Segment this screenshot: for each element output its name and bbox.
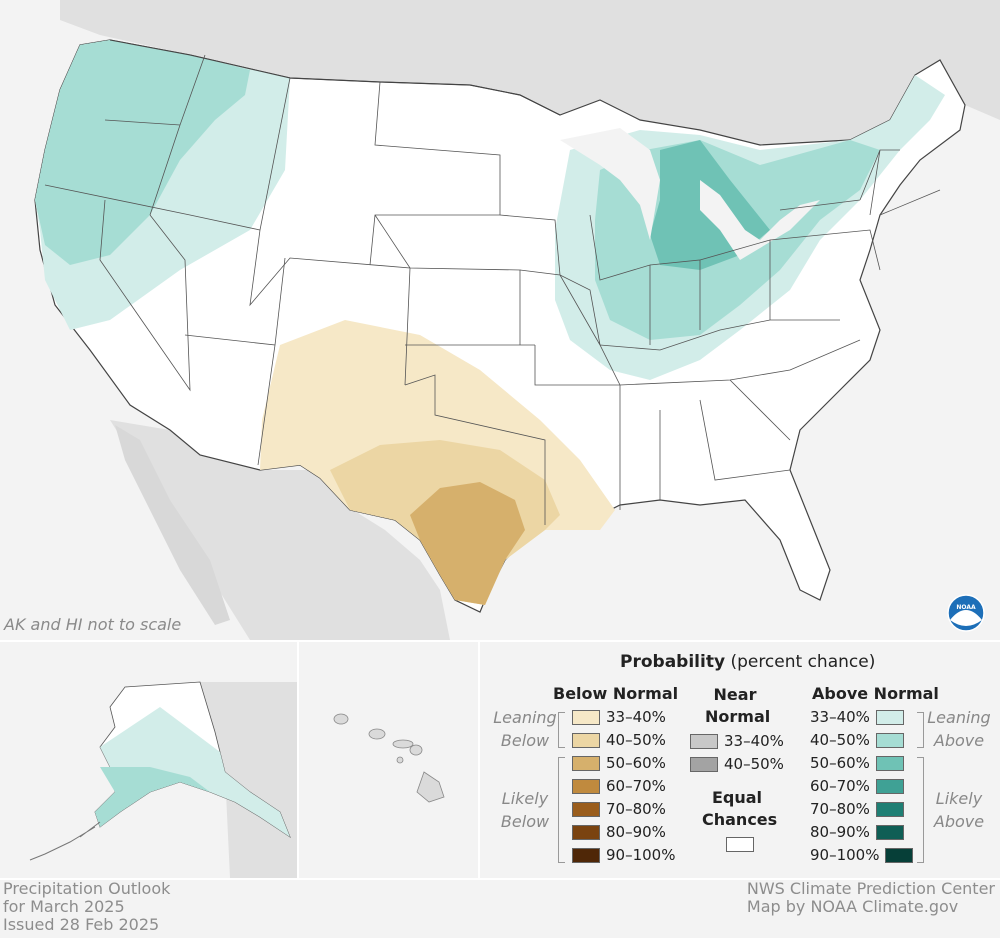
below-swatch-0 xyxy=(572,710,600,725)
above-item-4: 70–80% xyxy=(810,798,904,820)
above-swatch-4 xyxy=(875,802,904,817)
inset-note: AK and HI not to scale xyxy=(4,615,182,634)
above-item-2: 50–60% xyxy=(810,752,904,774)
great-lakes xyxy=(560,128,820,260)
mexico-land xyxy=(110,420,450,640)
near-normal-header: Near Normal xyxy=(705,685,771,726)
below-item-1: 40–50% xyxy=(572,729,666,751)
leaning-below-label: Leaning Below xyxy=(493,708,557,750)
state-borders xyxy=(44,54,941,525)
leaning-above-label: Leaning Above xyxy=(927,708,991,750)
above-normal-header: Above Normal xyxy=(812,684,939,703)
near-item-0: 33–40% xyxy=(690,730,784,752)
legend: Probability (percent chance) Below Norma… xyxy=(480,642,1000,878)
alaska-above-leaning xyxy=(95,707,290,837)
below-label-0: 33–40% xyxy=(606,708,666,726)
near-swatch-1 xyxy=(690,757,718,772)
above-swatch-0 xyxy=(875,710,904,725)
below-swatch-1 xyxy=(572,733,600,748)
baja-land xyxy=(115,425,230,625)
hawaii-inset xyxy=(299,642,480,878)
likely-above-label: Likely Above xyxy=(933,789,985,831)
below-label-1: 40–50% xyxy=(606,731,666,749)
below-normal-header: Below Normal xyxy=(553,684,679,703)
below-item-2: 50–60% xyxy=(572,752,666,774)
below-item-0: 33–40% xyxy=(572,706,666,728)
above-swatch-5 xyxy=(875,825,904,840)
above-item-1: 40–50% xyxy=(810,729,904,751)
footer-outlook-info: Precipitation Outlook for March 2025 Iss… xyxy=(3,879,171,934)
canada-land xyxy=(60,0,1000,145)
near-label-1: 40–50% xyxy=(724,755,784,773)
below-item-5: 80–90% xyxy=(572,821,666,843)
legend-title: Probability (percent chance) xyxy=(620,652,876,672)
above-item-6: 90–100% xyxy=(810,844,914,866)
alaska-above-40 xyxy=(95,767,210,827)
below-swatch-6 xyxy=(572,848,600,863)
conus-map: NOAA xyxy=(34,0,1000,640)
above-label-0: 33–40% xyxy=(810,708,870,726)
noaa-logo-icon: NOAA xyxy=(947,594,985,632)
above-swatch-2 xyxy=(875,756,904,771)
above-label-6: 90–100% xyxy=(810,846,880,864)
below-swatch-4 xyxy=(572,802,600,817)
above-item-5: 80–90% xyxy=(810,821,904,843)
near-swatch-0 xyxy=(690,734,718,749)
above-label-5: 80–90% xyxy=(810,823,870,841)
near-label-0: 33–40% xyxy=(724,732,784,750)
above-swatch-6 xyxy=(885,848,914,863)
svg-text:NOAA: NOAA xyxy=(956,604,976,611)
below-swatch-2 xyxy=(572,756,600,771)
below-item-4: 70–80% xyxy=(572,798,666,820)
above-item-3: 60–70% xyxy=(810,775,904,797)
above-label-1: 40–50% xyxy=(810,731,870,749)
near-item-1: 40–50% xyxy=(690,753,784,775)
above-swatch-1 xyxy=(875,733,904,748)
above-item-0: 33–40% xyxy=(810,706,904,728)
footer-credits: NWS Climate Prediction Center Map by NOA… xyxy=(746,879,995,916)
below-50 xyxy=(410,482,525,605)
equal-chances-header: Equal Chances xyxy=(702,788,778,829)
below-label-6: 90–100% xyxy=(606,846,676,864)
above-40-west xyxy=(35,40,250,265)
below-swatch-3 xyxy=(572,779,600,794)
above-label-4: 70–80% xyxy=(810,800,870,818)
hawaii-islands xyxy=(333,713,445,803)
below-item-3: 60–70% xyxy=(572,775,666,797)
below-label-2: 50–60% xyxy=(606,754,666,772)
below-label-5: 80–90% xyxy=(606,823,666,841)
below-label-3: 60–70% xyxy=(606,777,666,795)
likely-below-label: Likely Below xyxy=(500,789,550,831)
above-label-2: 50–60% xyxy=(810,754,870,772)
below-item-6: 90–100% xyxy=(572,844,675,866)
alaska-inset xyxy=(0,642,299,878)
below-swatch-5 xyxy=(572,825,600,840)
above-swatch-3 xyxy=(875,779,904,794)
below-label-4: 70–80% xyxy=(606,800,666,818)
equal-chances-swatch xyxy=(726,833,754,855)
above-label-3: 60–70% xyxy=(810,777,870,795)
